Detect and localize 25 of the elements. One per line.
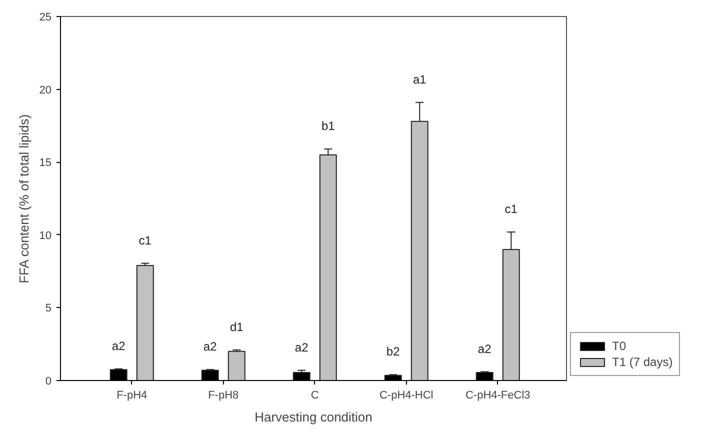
data-label: a2: [203, 340, 218, 354]
data-label: a2: [112, 338, 126, 353]
y-tick-label: 15: [39, 157, 52, 170]
data-label: d1: [230, 320, 244, 334]
x-axis-title: Harvesting condition: [254, 410, 372, 424]
y-tick-label: 0: [45, 376, 52, 388]
x-tick-label: C: [310, 390, 319, 402]
x-tick-label: F-pH4: [116, 390, 148, 402]
x-tick-label: F-pH8: [208, 390, 239, 402]
legend-label: T1 (7 days): [612, 355, 673, 369]
y-axis-title: FFA content (% of total lipids): [16, 114, 32, 284]
data-label: a2: [478, 342, 492, 356]
legend-label: T0: [612, 339, 628, 353]
y-tick-label: 20: [39, 84, 52, 96]
data-label: c1: [138, 233, 152, 248]
data-label: b2: [386, 344, 400, 359]
data-label: a2: [294, 340, 309, 354]
data-label: a1: [412, 72, 427, 86]
data-label: b1: [321, 118, 336, 133]
y-tick-label: 5: [45, 302, 52, 315]
x-tick-label: C-pH4-HCl: [379, 390, 434, 402]
data-label: c1: [504, 202, 518, 216]
y-tick-label: 10: [39, 230, 52, 242]
y-tick-label: 25: [39, 12, 52, 24]
x-tick-label: C-pH4-FeCl3: [465, 390, 530, 402]
